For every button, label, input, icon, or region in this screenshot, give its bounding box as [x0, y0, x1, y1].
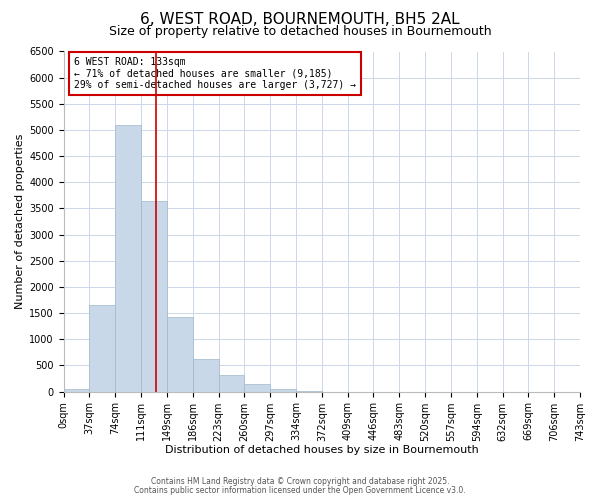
Bar: [167, 317, 193, 392]
Text: 6, WEST ROAD, BOURNEMOUTH, BH5 2AL: 6, WEST ROAD, BOURNEMOUTH, BH5 2AL: [140, 12, 460, 28]
Bar: [193, 359, 218, 392]
Bar: [141, 200, 167, 392]
Bar: [115, 125, 141, 392]
Bar: [244, 384, 270, 392]
Bar: [270, 389, 296, 392]
Y-axis label: Number of detached properties: Number of detached properties: [15, 134, 25, 309]
Text: Size of property relative to detached houses in Bournemouth: Size of property relative to detached ho…: [109, 25, 491, 38]
Bar: [89, 306, 115, 392]
Bar: [64, 389, 89, 392]
Bar: [296, 390, 322, 392]
X-axis label: Distribution of detached houses by size in Bournemouth: Distribution of detached houses by size …: [165, 445, 479, 455]
Text: Contains public sector information licensed under the Open Government Licence v3: Contains public sector information licen…: [134, 486, 466, 495]
Text: Contains HM Land Registry data © Crown copyright and database right 2025.: Contains HM Land Registry data © Crown c…: [151, 477, 449, 486]
Text: 6 WEST ROAD: 133sqm
← 71% of detached houses are smaller (9,185)
29% of semi-det: 6 WEST ROAD: 133sqm ← 71% of detached ho…: [74, 56, 356, 90]
Bar: [218, 376, 244, 392]
